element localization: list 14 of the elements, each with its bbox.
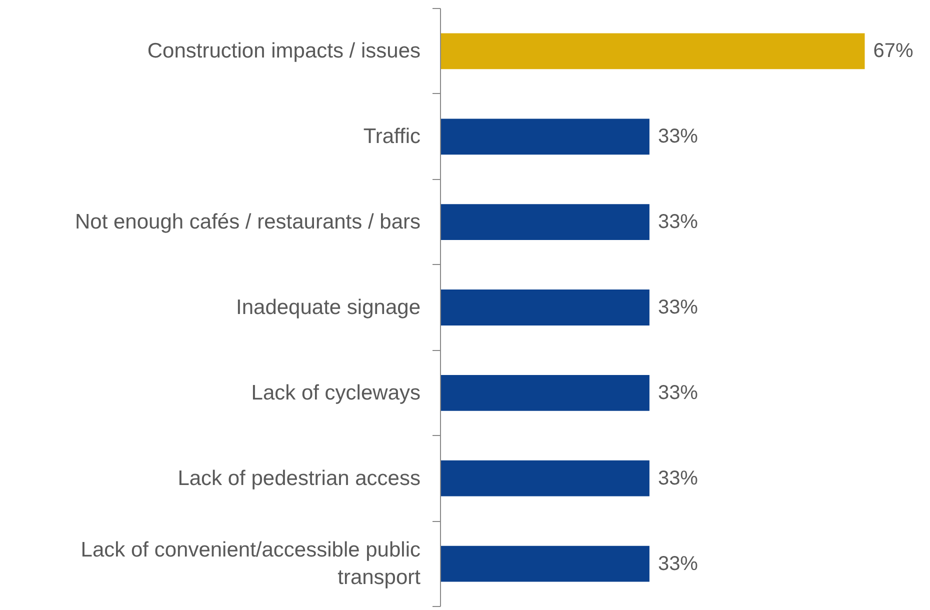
- y-tick-label: Traffic: [363, 125, 421, 148]
- y-tick-label: Not enough cafés / restaurants / bars: [74, 210, 421, 234]
- y-tick-label: Inadequate signage: [236, 296, 420, 319]
- y-tick-label: Lack of cycleways: [251, 381, 421, 404]
- data-label: 33%: [658, 382, 698, 404]
- data-label: 33%: [658, 296, 698, 318]
- data-label: 33%: [658, 211, 698, 234]
- y-tick-label: Construction impacts / issues: [147, 40, 421, 63]
- data-label: 67%: [873, 40, 914, 62]
- data-label: 33%: [658, 467, 698, 490]
- y-tick-label: Lack of pedestrian access: [178, 466, 421, 490]
- data-label: 33%: [658, 552, 698, 575]
- data-label: 33%: [658, 126, 698, 148]
- y-tick-label: Lack of convenient/accessible public transport: [80, 538, 421, 590]
